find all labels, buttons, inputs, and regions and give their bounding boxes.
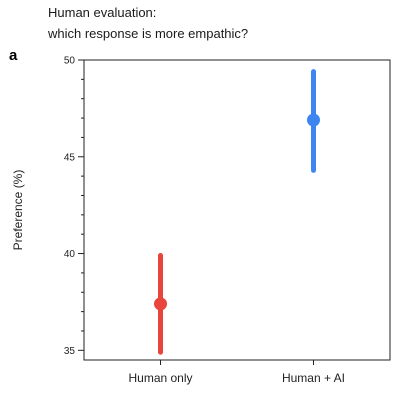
data-marks: [154, 69, 320, 355]
chart-title-line-1: Human evaluation:: [48, 5, 156, 20]
panel-label: a: [9, 47, 18, 64]
y-axis-ticks: 35 40 45 50: [64, 56, 84, 357]
y-tick-label: 40: [64, 249, 76, 260]
x-tick-label: Human + AI: [282, 371, 345, 385]
plot-frame: [83, 59, 391, 361]
y-axis-label: Preference (%): [11, 170, 25, 251]
data-point: [154, 297, 167, 311]
plot-axes: [83, 59, 391, 361]
x-axis-tick-labels: Human only Human + AI: [128, 360, 345, 385]
y-tick-label: 35: [64, 346, 76, 357]
data-point: [307, 113, 320, 127]
x-tick-label: Human only: [128, 371, 192, 385]
chart-title-line-2: which response is more empathic?: [47, 26, 248, 41]
y-tick-label: 50: [64, 56, 76, 67]
y-tick-label: 45: [64, 152, 76, 163]
